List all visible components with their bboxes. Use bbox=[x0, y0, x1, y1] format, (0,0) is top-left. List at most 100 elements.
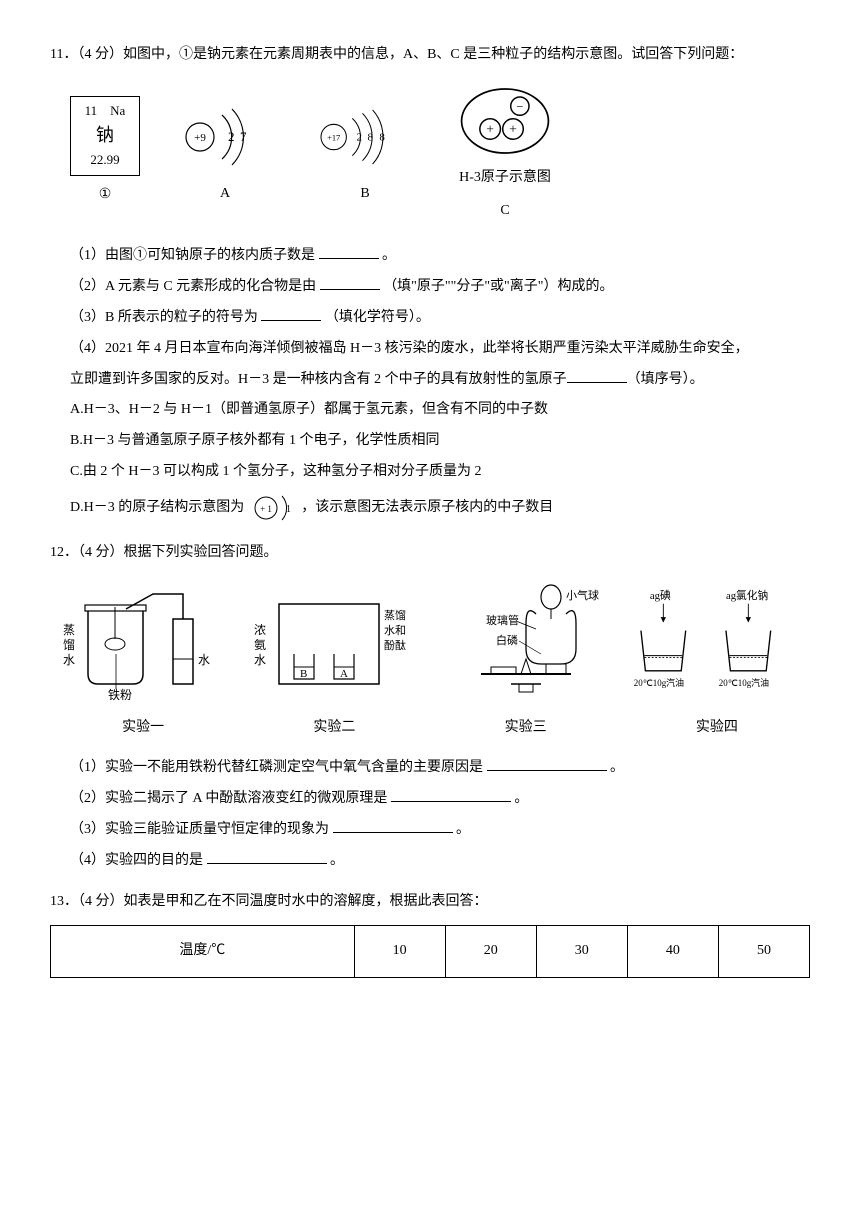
q11-optA: A.H－3、H－2 与 H－1（即普通氢原子）都属于氢元素，但含有不同的中子数 bbox=[50, 395, 810, 426]
blank[interactable] bbox=[391, 784, 511, 802]
th-temp: 温度/℃ bbox=[51, 926, 355, 978]
q11-optB: B.H－3 与普通氢原子原子核外都有 1 个电子，化学性质相同 bbox=[50, 426, 810, 457]
svg-text:浓: 浓 bbox=[254, 623, 266, 637]
exp1-name: 实验一 bbox=[122, 713, 164, 744]
atom-b-label: B bbox=[360, 179, 369, 210]
blank[interactable] bbox=[261, 303, 321, 321]
element-info-box: 11 Na 钠 22.99 bbox=[70, 96, 140, 176]
td: 50 bbox=[718, 926, 809, 978]
q11-p4c: （填序号）。 bbox=[627, 372, 704, 387]
q11-p1: （1）由图①可知钠原子的核内质子数是 。 bbox=[50, 241, 810, 272]
td: 40 bbox=[627, 926, 718, 978]
atomic-number: 11 bbox=[85, 103, 98, 118]
exp4-svg: ag碘 ag氯化钠 20℃10g汽油 20℃10g汽油 bbox=[632, 579, 802, 709]
svg-text:A: A bbox=[340, 668, 348, 680]
solubility-table: 温度/℃ 10 20 30 40 50 bbox=[50, 925, 810, 978]
experiment-row: 蒸 馏 水 铁粉 水 实验一 B A 浓 氨 水 蒸馏 bbox=[50, 579, 810, 744]
svg-text:8: 8 bbox=[379, 132, 385, 144]
q13-header: 13．（4 分）如表是甲和乙在不同温度时水中的溶解度，根据此表回答： bbox=[50, 887, 810, 918]
atom-a-label: A bbox=[220, 179, 230, 210]
q12-p1a: （1）实验一不能用铁粉代替红磷测定空气中氧气含量的主要原因是 bbox=[70, 760, 483, 775]
q12-p2: （2）实验二揭示了 A 中酚酞溶液变红的微观原理是 。 bbox=[50, 784, 810, 815]
blank[interactable] bbox=[567, 365, 627, 383]
q12-p1b: 。 bbox=[610, 760, 624, 775]
q11-p3: （3）B 所表示的粒子的符号为 （填化学符号）。 bbox=[50, 303, 810, 334]
svg-text:1: 1 bbox=[286, 504, 291, 515]
q11-p3b: （填化学符号）。 bbox=[325, 310, 430, 325]
blank[interactable] bbox=[487, 753, 607, 771]
exp2-name: 实验二 bbox=[313, 713, 355, 744]
svg-text:白磷: 白磷 bbox=[496, 633, 518, 647]
q11-p3a: （3）B 所表示的粒子的符号为 bbox=[70, 310, 258, 325]
svg-text:B: B bbox=[300, 668, 307, 680]
svg-text:小气球: 小气球 bbox=[566, 588, 599, 602]
q11-header: 11．（4 分）如图中，①是钠元素在元素周期表中的信息，A、B、C 是三种粒子的… bbox=[50, 40, 810, 71]
exp1: 蒸 馏 水 铁粉 水 实验一 bbox=[58, 579, 228, 744]
svg-text:蒸: 蒸 bbox=[63, 623, 75, 637]
svg-text:氨: 氨 bbox=[254, 638, 266, 652]
blank[interactable] bbox=[333, 815, 453, 833]
blank[interactable] bbox=[319, 241, 379, 259]
question-12: 12．（4 分）根据下列实验回答问题。 蒸 馏 水 铁粉 水 实验一 bbox=[50, 538, 810, 877]
q11-p2b: （填"原子""分子"或"离子"）构成的。 bbox=[383, 279, 613, 294]
svg-text:水: 水 bbox=[63, 653, 75, 667]
exp1-svg: 蒸 馏 水 铁粉 水 bbox=[58, 579, 228, 709]
svg-text:水和: 水和 bbox=[384, 624, 406, 637]
q12-p3b: 。 bbox=[456, 822, 470, 837]
h3-atom-icon: + 1 1 bbox=[248, 488, 298, 528]
q12-p3: （3）实验三能验证质量守恒定律的现象为 。 bbox=[50, 815, 810, 846]
svg-text:8: 8 bbox=[368, 132, 374, 144]
atom-b-nucleus: +17 bbox=[327, 133, 340, 143]
svg-text:2: 2 bbox=[228, 129, 235, 144]
svg-text:2: 2 bbox=[357, 132, 363, 144]
svg-text:ag碘: ag碘 bbox=[650, 589, 671, 602]
td: 10 bbox=[354, 926, 445, 978]
atom-c: + + − H-3原子示意图 C bbox=[450, 81, 560, 227]
question-11: 11．（4 分）如图中，①是钠元素在元素周期表中的信息，A、B、C 是三种粒子的… bbox=[50, 40, 810, 528]
atom-b: +17 2 8 8 B bbox=[310, 97, 420, 210]
q11-optDb: ，该示意图无法表示原子核内的中子数目 bbox=[301, 500, 553, 515]
svg-text:蒸馏: 蒸馏 bbox=[384, 608, 406, 622]
atom-a-nucleus: +9 bbox=[194, 132, 206, 144]
q11-p4b: 立即遭到许多国家的反对。H－3 是一种核内含有 2 个中子的具有放射性的氢原子 bbox=[70, 372, 567, 387]
blank[interactable] bbox=[320, 272, 380, 290]
td: 20 bbox=[445, 926, 536, 978]
blank[interactable] bbox=[207, 846, 327, 864]
atom-a-svg: +9 2 7 bbox=[170, 97, 280, 177]
q11-p2: （2）A 元素与 C 元素形成的化合物是由 （填"原子""分子"或"离子"）构成… bbox=[50, 272, 810, 303]
svg-text:ag氯化钠: ag氯化钠 bbox=[726, 589, 768, 602]
svg-text:−: − bbox=[516, 100, 523, 114]
q12-p2b: 。 bbox=[514, 791, 528, 806]
q12-p1: （1）实验一不能用铁粉代替红磷测定空气中氧气含量的主要原因是 。 bbox=[50, 753, 810, 784]
exp4-name: 实验四 bbox=[696, 713, 738, 744]
atom-c-svg: + + − bbox=[450, 81, 560, 161]
q12-p4: （4）实验四的目的是 。 bbox=[50, 846, 810, 877]
svg-text:20℃10g汽油: 20℃10g汽油 bbox=[719, 677, 769, 688]
element-box-wrapper: 11 Na 钠 22.99 ① bbox=[70, 96, 140, 211]
svg-text:+: + bbox=[509, 121, 517, 136]
exp3-svg: 小气球 玻璃管 白磷 bbox=[441, 579, 611, 709]
q11-p2a: （2）A 元素与 C 元素形成的化合物是由 bbox=[70, 279, 316, 294]
td: 30 bbox=[536, 926, 627, 978]
q12-p3a: （3）实验三能验证质量守恒定律的现象为 bbox=[70, 822, 329, 837]
atom-c-label: C bbox=[500, 196, 509, 227]
atom-c-caption: H-3原子示意图 bbox=[459, 163, 551, 194]
q11-p4a: （4）2021 年 4 月日本宣布向海洋倾倒被福岛 H－3 核污染的废水，此举将… bbox=[50, 334, 810, 365]
element-label: ① bbox=[99, 180, 112, 211]
exp2-svg: B A 浓 氨 水 蒸馏 水和 酚酞 bbox=[249, 579, 419, 709]
svg-text:玻璃管: 玻璃管 bbox=[486, 613, 519, 627]
element-name: 钠 bbox=[96, 124, 114, 147]
svg-text:水: 水 bbox=[254, 653, 266, 667]
element-symbol: Na bbox=[110, 103, 125, 118]
exp4: ag碘 ag氯化钠 20℃10g汽油 20℃10g汽油 实验四 bbox=[632, 579, 802, 744]
element-top: 11 Na bbox=[85, 103, 126, 120]
q11-optC: C.由 2 个 H－3 可以构成 1 个氢分子，这种氢分子相对分子质量为 2 bbox=[50, 457, 810, 488]
q12-p2a: （2）实验二揭示了 A 中酚酞溶液变红的微观原理是 bbox=[70, 791, 387, 806]
svg-text:+ 1: + 1 bbox=[260, 504, 272, 514]
table-row: 温度/℃ 10 20 30 40 50 bbox=[51, 926, 810, 978]
q11-p4b-line: 立即遭到许多国家的反对。H－3 是一种核内含有 2 个中子的具有放射性的氢原子 （… bbox=[50, 365, 810, 396]
svg-text:铁粉: 铁粉 bbox=[108, 688, 132, 702]
svg-text:馏: 馏 bbox=[63, 638, 75, 652]
q12-p4b: 。 bbox=[330, 853, 344, 868]
q11-diagram-row: 11 Na 钠 22.99 ① +9 2 7 A bbox=[50, 81, 810, 227]
